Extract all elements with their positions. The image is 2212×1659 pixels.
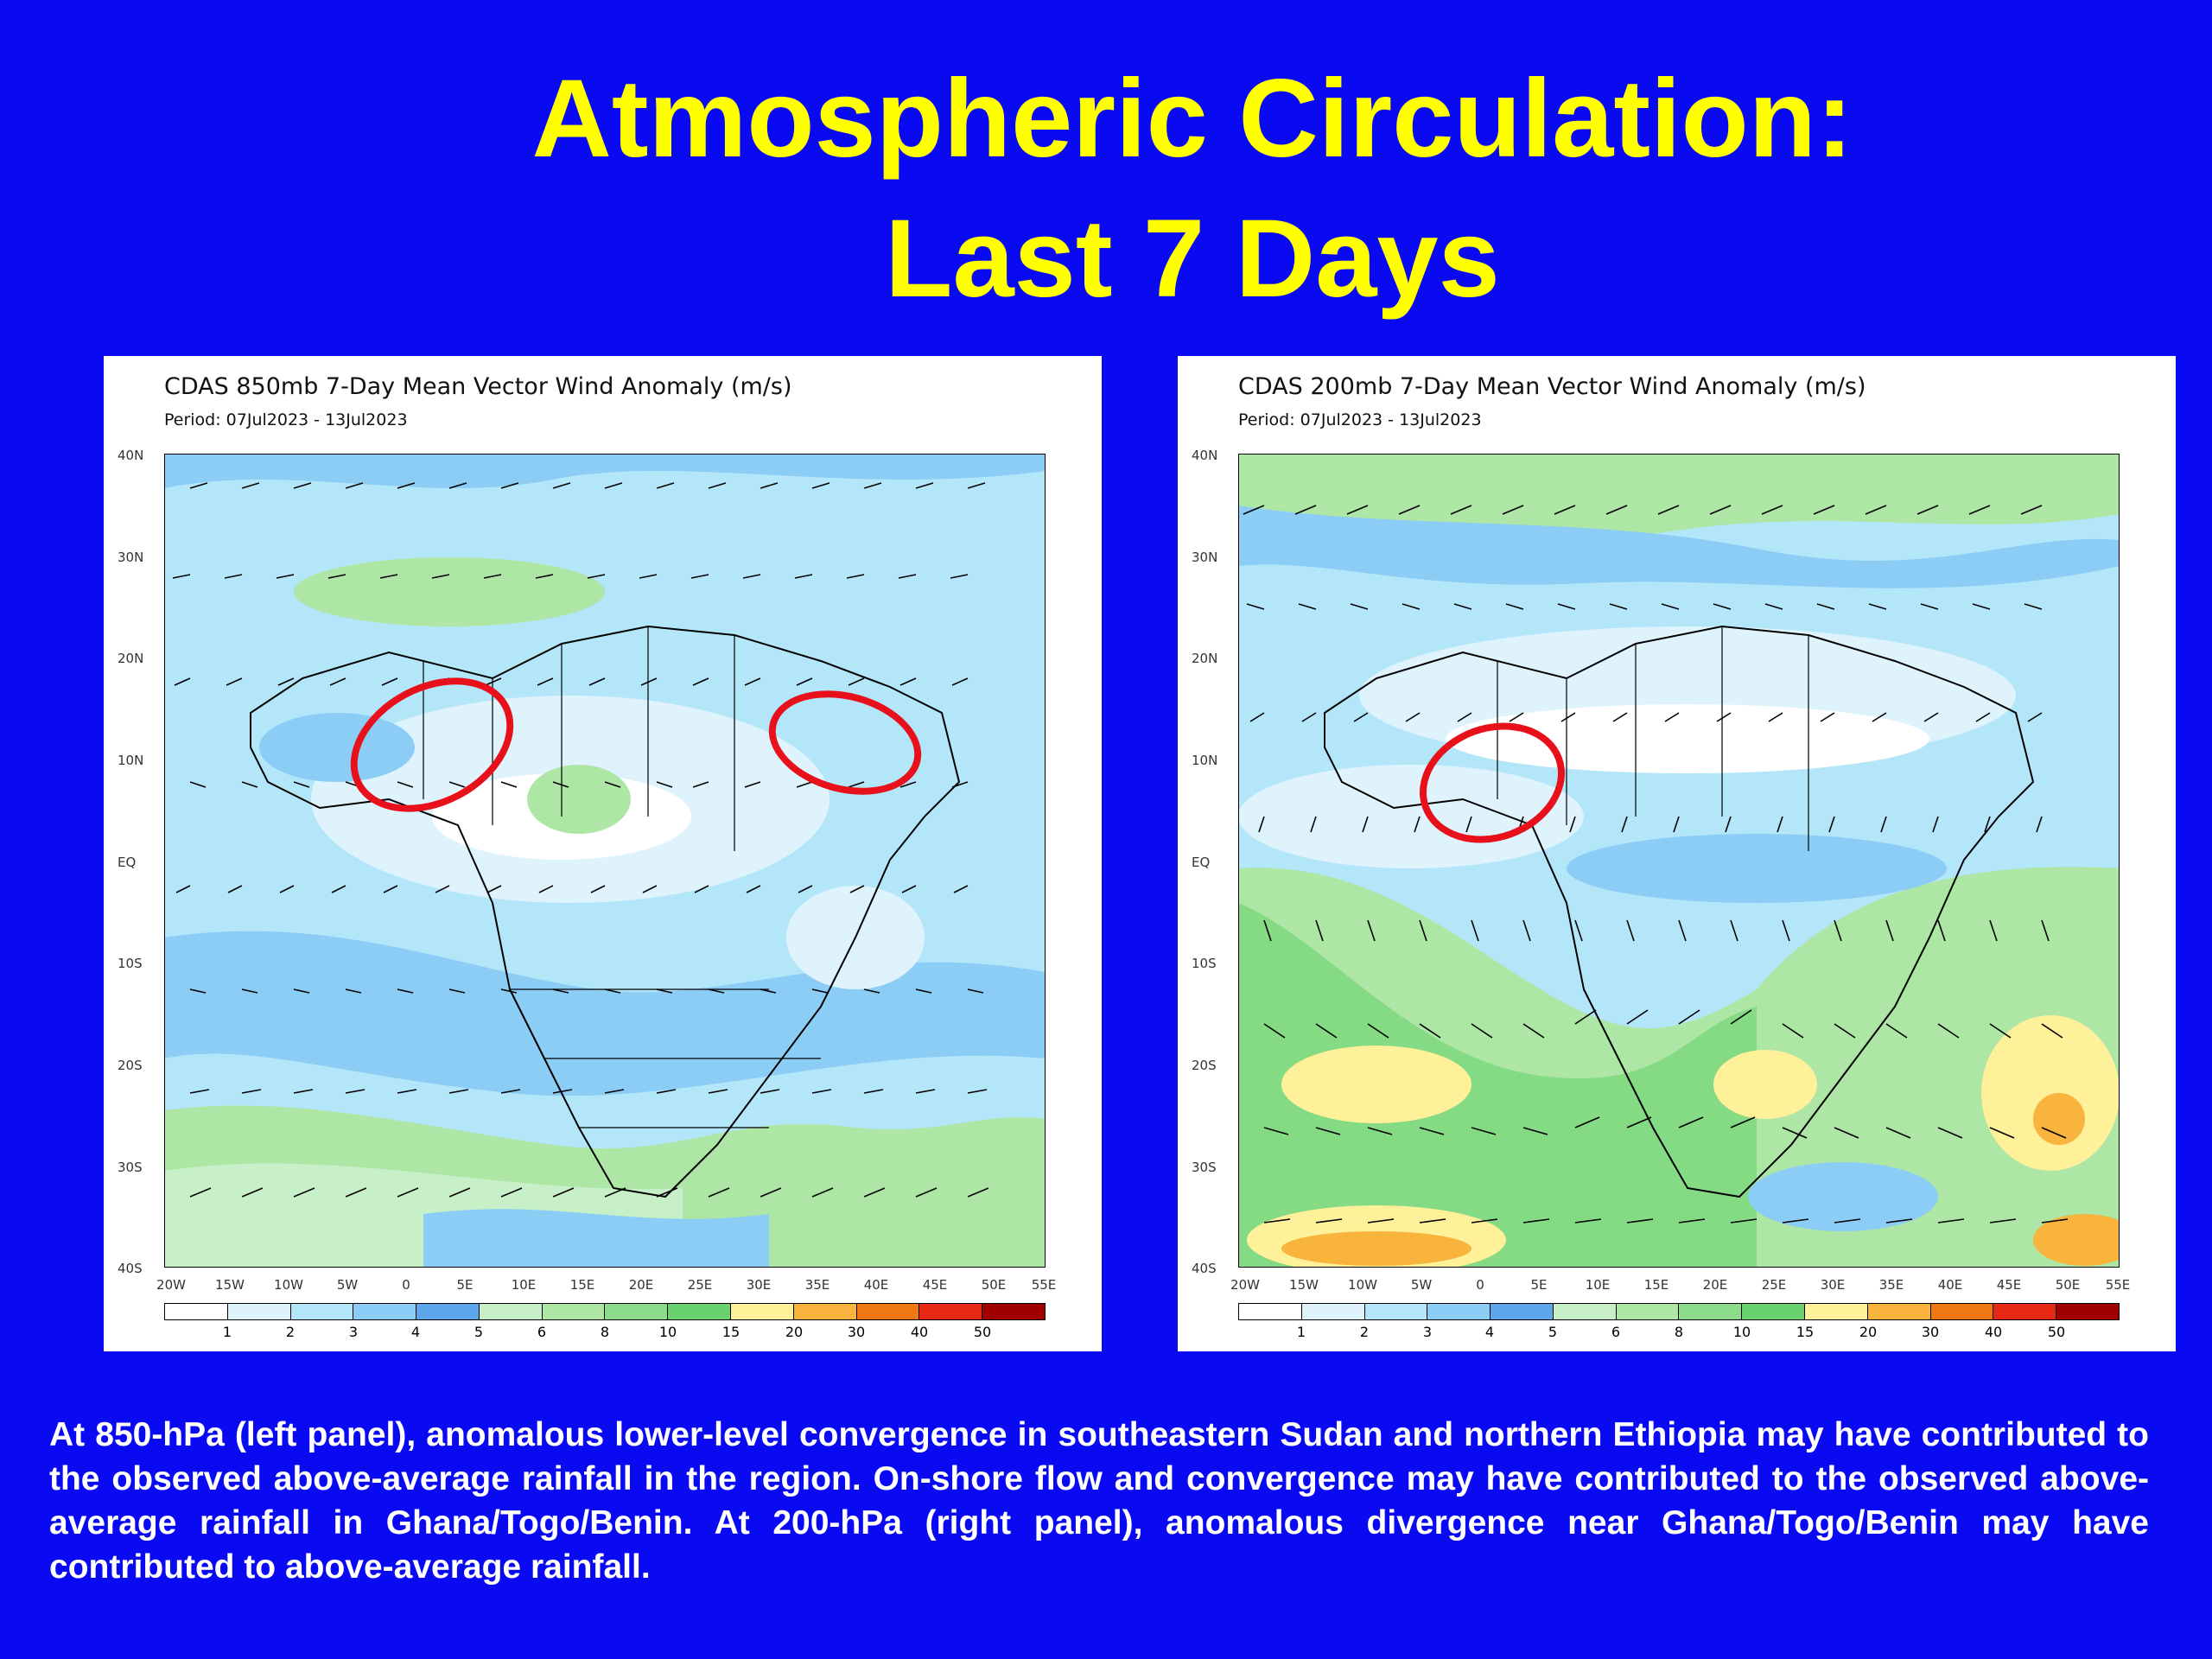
lat-label: 10S — [1192, 956, 1217, 971]
lon-label: 20E — [628, 1277, 654, 1293]
lon-label: 20E — [1702, 1277, 1728, 1293]
lat-label: 20N — [118, 651, 144, 666]
slide-caption: At 850-hPa (left panel), anomalous lower… — [49, 1416, 2149, 1586]
lon-label: 30E — [1820, 1277, 1846, 1293]
colorbar-label: 15 — [1796, 1324, 1815, 1340]
map-canvas — [1238, 454, 2120, 1268]
wind-anomaly-map — [164, 454, 1046, 1268]
colorbar-label: 8 — [1674, 1324, 1684, 1340]
colorbar-label: 30 — [847, 1324, 866, 1340]
lon-label: 10W — [1348, 1277, 1377, 1293]
panel-200mb: CDAS 200mb 7-Day Mean Vector Wind Anomal… — [1178, 356, 2176, 1351]
lon-label: 15E — [569, 1277, 595, 1293]
lon-label: 10W — [274, 1277, 303, 1293]
lon-label: 10E — [1585, 1277, 1611, 1293]
lon-label: 5E — [456, 1277, 474, 1293]
colorbar-label: 50 — [973, 1324, 992, 1340]
lon-label: 0 — [1476, 1277, 1484, 1293]
colorbar-label: 8 — [600, 1324, 610, 1340]
colorbar — [1238, 1303, 2120, 1320]
lon-label: 50E — [981, 1277, 1007, 1293]
panel-850mb: CDAS 850mb 7-Day Mean Vector Wind Anomal… — [104, 356, 1102, 1351]
panel-period: Period: 07Jul2023 - 13Jul2023 — [1238, 410, 1482, 429]
colorbar-label: 4 — [410, 1324, 421, 1340]
colorbar-label: 30 — [1921, 1324, 1940, 1340]
lat-label: 20N — [1192, 651, 1218, 666]
colorbar-label: 10 — [1732, 1324, 1751, 1340]
lat-label: 20S — [118, 1058, 143, 1073]
lat-label: 40N — [1192, 448, 1218, 463]
lon-label: 40E — [863, 1277, 889, 1293]
lon-label: 10E — [511, 1277, 537, 1293]
lon-label: 50E — [2055, 1277, 2081, 1293]
lon-label: 45E — [922, 1277, 948, 1293]
lon-label: 15W — [1289, 1277, 1319, 1293]
lon-label: 55E — [1031, 1277, 1057, 1293]
lon-label: 25E — [1761, 1277, 1787, 1293]
map-canvas — [164, 454, 1046, 1268]
panel-period: Period: 07Jul2023 - 13Jul2023 — [164, 410, 408, 429]
lon-label: 35E — [804, 1277, 830, 1293]
lat-label: 40N — [118, 448, 144, 463]
lat-label: 30N — [118, 550, 144, 565]
colorbar-label: 4 — [1484, 1324, 1495, 1340]
colorbar-label: 5 — [1548, 1324, 1558, 1340]
lon-label: 0 — [402, 1277, 410, 1293]
lon-label: 30E — [746, 1277, 772, 1293]
lon-label: 15W — [215, 1277, 245, 1293]
colorbar-label: 3 — [348, 1324, 359, 1340]
lat-label: 10N — [118, 753, 144, 768]
colorbar-label: 2 — [285, 1324, 296, 1340]
lon-label: 40E — [1937, 1277, 1963, 1293]
slide-title-line2: Last 7 Days — [885, 197, 1500, 321]
lat-label: EQ — [1192, 855, 1211, 870]
lon-label: 35E — [1878, 1277, 1904, 1293]
lat-label: 40S — [1192, 1261, 1217, 1276]
colorbar-label: 20 — [1859, 1324, 1878, 1340]
lon-label: 5E — [1530, 1277, 1548, 1293]
lat-label: 20S — [1192, 1058, 1217, 1073]
colorbar-label: 1 — [222, 1324, 232, 1340]
lat-label: EQ — [118, 855, 137, 870]
lon-label: 5W — [1410, 1277, 1433, 1293]
lat-label: 30S — [1192, 1160, 1217, 1175]
colorbar-label: 5 — [474, 1324, 484, 1340]
panel-title: CDAS 850mb 7-Day Mean Vector Wind Anomal… — [164, 373, 792, 400]
lon-label: 25E — [687, 1277, 713, 1293]
colorbar-label: 1 — [1296, 1324, 1306, 1340]
lat-label: 30S — [118, 1160, 143, 1175]
colorbar-label: 10 — [658, 1324, 677, 1340]
lon-label: 55E — [2105, 1277, 2131, 1293]
colorbar-label: 40 — [1984, 1324, 2003, 1340]
lon-label: 45E — [1996, 1277, 2022, 1293]
lon-label: 5W — [336, 1277, 359, 1293]
panel-title: CDAS 200mb 7-Day Mean Vector Wind Anomal… — [1238, 373, 1866, 400]
lat-label: 10N — [1192, 753, 1218, 768]
slide-title-line1: Atmospheric Circulation: — [531, 57, 1853, 181]
colorbar-label: 15 — [721, 1324, 741, 1340]
lon-label: 20W — [156, 1277, 186, 1293]
colorbar-label: 6 — [1611, 1324, 1621, 1340]
colorbar-label: 20 — [785, 1324, 804, 1340]
colorbar — [164, 1303, 1046, 1320]
wind-anomaly-map — [1238, 454, 2120, 1268]
colorbar-label: 50 — [2047, 1324, 2066, 1340]
lon-label: 20W — [1230, 1277, 1260, 1293]
lat-label: 40S — [118, 1261, 143, 1276]
colorbar-label: 2 — [1359, 1324, 1370, 1340]
colorbar-label: 3 — [1422, 1324, 1433, 1340]
colorbar-label: 6 — [537, 1324, 547, 1340]
colorbar-label: 40 — [910, 1324, 929, 1340]
lat-label: 30N — [1192, 550, 1218, 565]
lat-label: 10S — [118, 956, 143, 971]
lon-label: 15E — [1643, 1277, 1669, 1293]
